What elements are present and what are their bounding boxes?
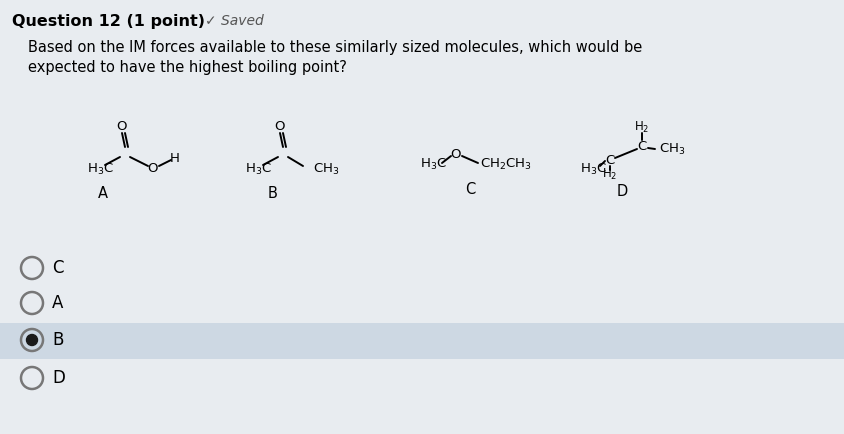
Text: ✓ Saved: ✓ Saved [205, 14, 263, 28]
Text: B: B [268, 185, 278, 201]
Text: $\mathregular{H_3C}$: $\mathregular{H_3C}$ [245, 161, 272, 177]
Text: O: O [148, 162, 158, 175]
Text: D: D [615, 184, 627, 198]
Text: H: H [170, 152, 180, 165]
Text: C: C [636, 141, 646, 154]
FancyBboxPatch shape [0, 323, 844, 359]
Text: $\mathregular{H_3C}$: $\mathregular{H_3C}$ [419, 156, 446, 171]
Text: Based on the IM forces available to these similarly sized molecules, which would: Based on the IM forces available to thes… [28, 40, 641, 55]
Text: expected to have the highest boiling point?: expected to have the highest boiling poi… [28, 60, 347, 75]
Text: $\mathregular{CH_3}$: $\mathregular{CH_3}$ [658, 141, 684, 157]
Text: $\mathregular{CH_3}$: $\mathregular{CH_3}$ [312, 161, 339, 177]
Text: C: C [604, 154, 614, 167]
Circle shape [26, 335, 37, 345]
Text: O: O [116, 121, 127, 134]
Text: C: C [464, 183, 474, 197]
Text: B: B [52, 331, 63, 349]
Text: $\mathregular{CH_2CH_3}$: $\mathregular{CH_2CH_3}$ [479, 156, 532, 171]
Text: $\mathregular{H_2}$: $\mathregular{H_2}$ [634, 119, 649, 135]
Text: C: C [52, 259, 63, 277]
Text: A: A [98, 185, 108, 201]
Text: Question 12 (1 point): Question 12 (1 point) [12, 14, 205, 29]
Text: O: O [274, 121, 285, 134]
Text: $\mathregular{H_3C}$: $\mathregular{H_3C}$ [87, 161, 114, 177]
Text: A: A [52, 294, 63, 312]
Text: O: O [450, 148, 461, 161]
Text: $\mathregular{H_3C}$: $\mathregular{H_3C}$ [579, 161, 606, 177]
Text: D: D [52, 369, 65, 387]
Text: $\mathregular{H_2}$: $\mathregular{H_2}$ [602, 167, 617, 181]
